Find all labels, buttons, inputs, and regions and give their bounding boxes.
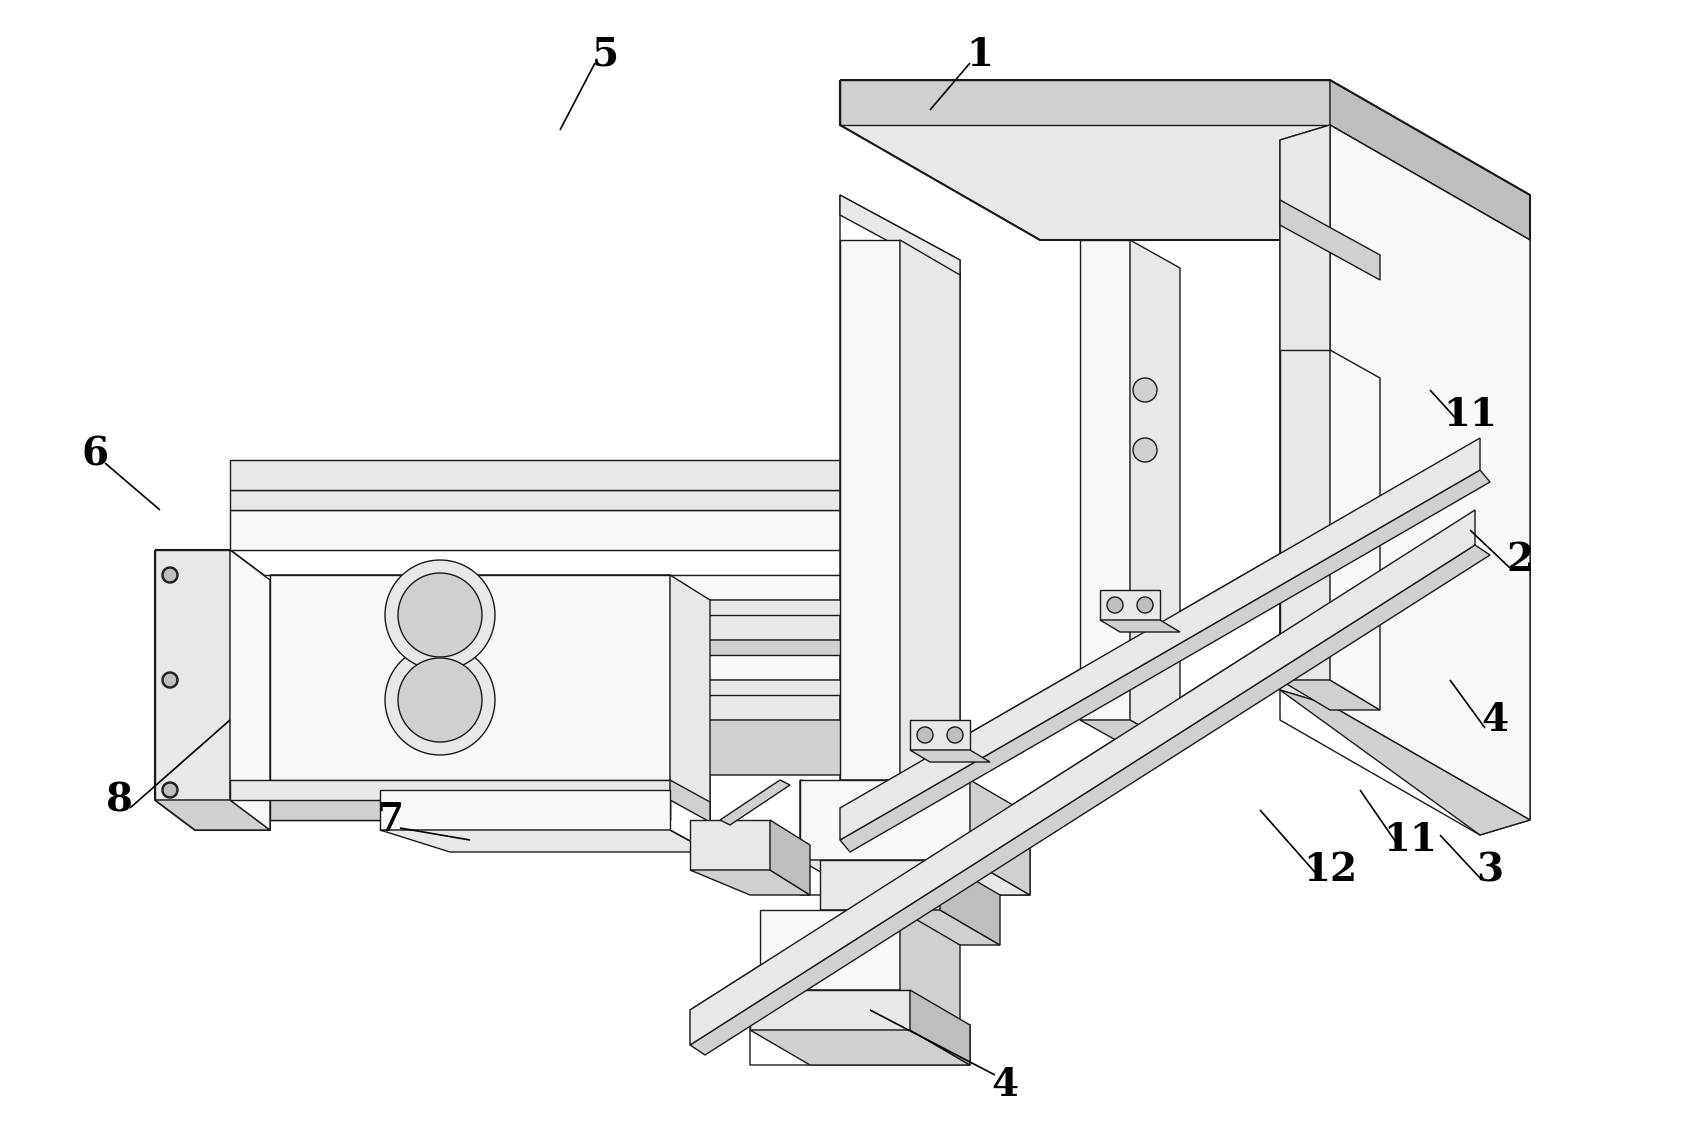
Polygon shape — [230, 490, 839, 510]
Text: 1: 1 — [965, 36, 992, 74]
Polygon shape — [380, 830, 710, 852]
Polygon shape — [1100, 590, 1159, 620]
Polygon shape — [819, 910, 999, 945]
Polygon shape — [1107, 597, 1122, 613]
Polygon shape — [750, 990, 910, 1030]
Polygon shape — [269, 780, 669, 820]
Polygon shape — [690, 544, 1489, 1055]
Polygon shape — [163, 782, 177, 797]
Polygon shape — [839, 460, 940, 544]
Polygon shape — [940, 860, 999, 945]
Polygon shape — [1280, 200, 1379, 280]
Polygon shape — [770, 820, 809, 895]
Polygon shape — [799, 860, 1029, 895]
Polygon shape — [839, 80, 1329, 125]
Polygon shape — [1129, 240, 1179, 748]
Polygon shape — [750, 1030, 969, 1065]
Polygon shape — [230, 720, 940, 775]
Text: 3: 3 — [1475, 851, 1502, 890]
Polygon shape — [399, 573, 481, 657]
Polygon shape — [910, 990, 969, 1065]
Polygon shape — [839, 195, 959, 280]
Polygon shape — [839, 695, 940, 775]
Polygon shape — [690, 870, 809, 895]
Polygon shape — [163, 568, 177, 582]
Polygon shape — [839, 490, 940, 565]
Polygon shape — [760, 990, 959, 1025]
Polygon shape — [385, 645, 495, 755]
Polygon shape — [1280, 680, 1379, 710]
Polygon shape — [839, 780, 959, 816]
Polygon shape — [230, 695, 839, 720]
Polygon shape — [161, 672, 178, 688]
Polygon shape — [230, 615, 839, 640]
Polygon shape — [230, 600, 940, 655]
Text: 8: 8 — [106, 781, 133, 819]
Text: 11: 11 — [1441, 396, 1495, 434]
Polygon shape — [1280, 690, 1529, 835]
Polygon shape — [155, 550, 230, 800]
Polygon shape — [380, 790, 669, 830]
Text: 12: 12 — [1302, 851, 1356, 890]
Polygon shape — [910, 720, 969, 749]
Polygon shape — [385, 560, 495, 670]
Polygon shape — [1080, 240, 1129, 720]
Polygon shape — [161, 782, 178, 798]
Polygon shape — [230, 780, 669, 800]
Polygon shape — [1329, 350, 1379, 710]
Polygon shape — [230, 550, 269, 830]
Polygon shape — [839, 125, 1529, 240]
Polygon shape — [839, 615, 940, 695]
Polygon shape — [900, 240, 959, 816]
Polygon shape — [1280, 350, 1329, 680]
Polygon shape — [839, 655, 940, 735]
Polygon shape — [1137, 597, 1152, 613]
Polygon shape — [269, 575, 669, 780]
Polygon shape — [230, 655, 839, 680]
Polygon shape — [230, 575, 839, 600]
Polygon shape — [1280, 125, 1329, 705]
Polygon shape — [1080, 720, 1179, 748]
Polygon shape — [1132, 378, 1156, 402]
Polygon shape — [969, 780, 1029, 895]
Text: 2: 2 — [1505, 541, 1532, 579]
Polygon shape — [760, 910, 900, 990]
Polygon shape — [155, 800, 269, 830]
Polygon shape — [947, 727, 962, 743]
Polygon shape — [230, 640, 940, 695]
Polygon shape — [910, 749, 989, 762]
Text: 11: 11 — [1383, 821, 1436, 859]
Polygon shape — [1100, 620, 1179, 632]
Polygon shape — [399, 658, 481, 741]
Polygon shape — [690, 820, 770, 870]
Polygon shape — [839, 575, 940, 655]
Polygon shape — [839, 470, 1489, 852]
Polygon shape — [1329, 125, 1529, 820]
Text: 4: 4 — [1480, 700, 1507, 739]
Polygon shape — [720, 780, 789, 825]
Text: 5: 5 — [590, 36, 619, 74]
Polygon shape — [230, 510, 839, 550]
Polygon shape — [839, 240, 900, 780]
Polygon shape — [161, 567, 178, 583]
Polygon shape — [163, 673, 177, 687]
Polygon shape — [230, 460, 839, 490]
Polygon shape — [1132, 439, 1156, 462]
Polygon shape — [917, 727, 932, 743]
Polygon shape — [900, 910, 959, 1025]
Polygon shape — [669, 830, 710, 852]
Polygon shape — [669, 575, 710, 820]
Text: 4: 4 — [991, 1066, 1018, 1104]
Polygon shape — [230, 680, 940, 735]
Text: 6: 6 — [81, 436, 109, 474]
Polygon shape — [669, 780, 710, 822]
Polygon shape — [1329, 80, 1529, 240]
Text: 7: 7 — [377, 801, 404, 839]
Polygon shape — [819, 860, 940, 910]
Polygon shape — [690, 510, 1473, 1044]
Polygon shape — [839, 439, 1478, 839]
Polygon shape — [799, 780, 969, 860]
